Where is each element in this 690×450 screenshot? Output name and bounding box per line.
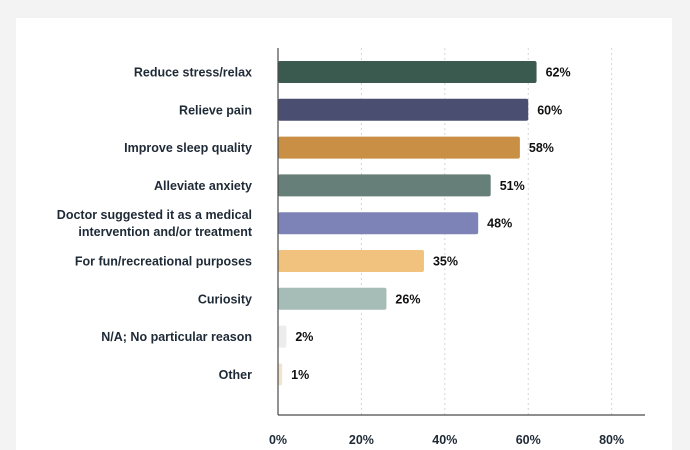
value-label: 35% — [433, 255, 458, 269]
category-label: For fun/recreational purposes — [75, 255, 252, 269]
bar — [278, 61, 537, 83]
bar — [278, 287, 387, 310]
value-label: 58% — [529, 141, 554, 155]
category-label: Reduce stress/relax — [134, 66, 252, 80]
bars — [278, 61, 537, 386]
bar — [278, 250, 424, 272]
value-label: 51% — [500, 179, 525, 193]
category-labels: Reduce stress/relax Relieve pain Improve s… — [57, 66, 253, 382]
value-label: 48% — [487, 217, 512, 231]
category-label: Improve sleep quality — [124, 141, 252, 155]
value-label: 62% — [546, 66, 571, 80]
x-tick-label: 0% — [269, 433, 287, 447]
x-tick-label: 80% — [599, 433, 624, 447]
bar — [278, 174, 491, 197]
value-label: 1% — [291, 368, 309, 382]
category-label: Other — [219, 368, 252, 382]
bar — [278, 363, 283, 386]
bar — [278, 136, 520, 159]
category-label: Curiosity — [198, 292, 252, 306]
value-label: 2% — [295, 330, 313, 344]
axes: 0% 20% 40% 60% 80% — [269, 48, 645, 447]
bar — [278, 98, 529, 121]
value-label: 26% — [395, 292, 420, 306]
x-tick-label: 60% — [516, 433, 541, 447]
category-label: Doctor suggested it as a medical interven… — [57, 208, 253, 239]
value-labels: 62% 60% 58% 51% 48% 35% 26% 2% 1% — [291, 66, 570, 382]
x-tick-label: 40% — [432, 433, 457, 447]
bar — [278, 212, 479, 235]
category-label: Alleviate anxiety — [154, 179, 252, 193]
bar — [278, 325, 287, 348]
x-tick-label: 20% — [349, 433, 374, 447]
value-label: 60% — [537, 103, 562, 117]
category-label: Relieve pain — [179, 103, 252, 117]
category-label: N/A; No particular reason — [101, 330, 252, 344]
